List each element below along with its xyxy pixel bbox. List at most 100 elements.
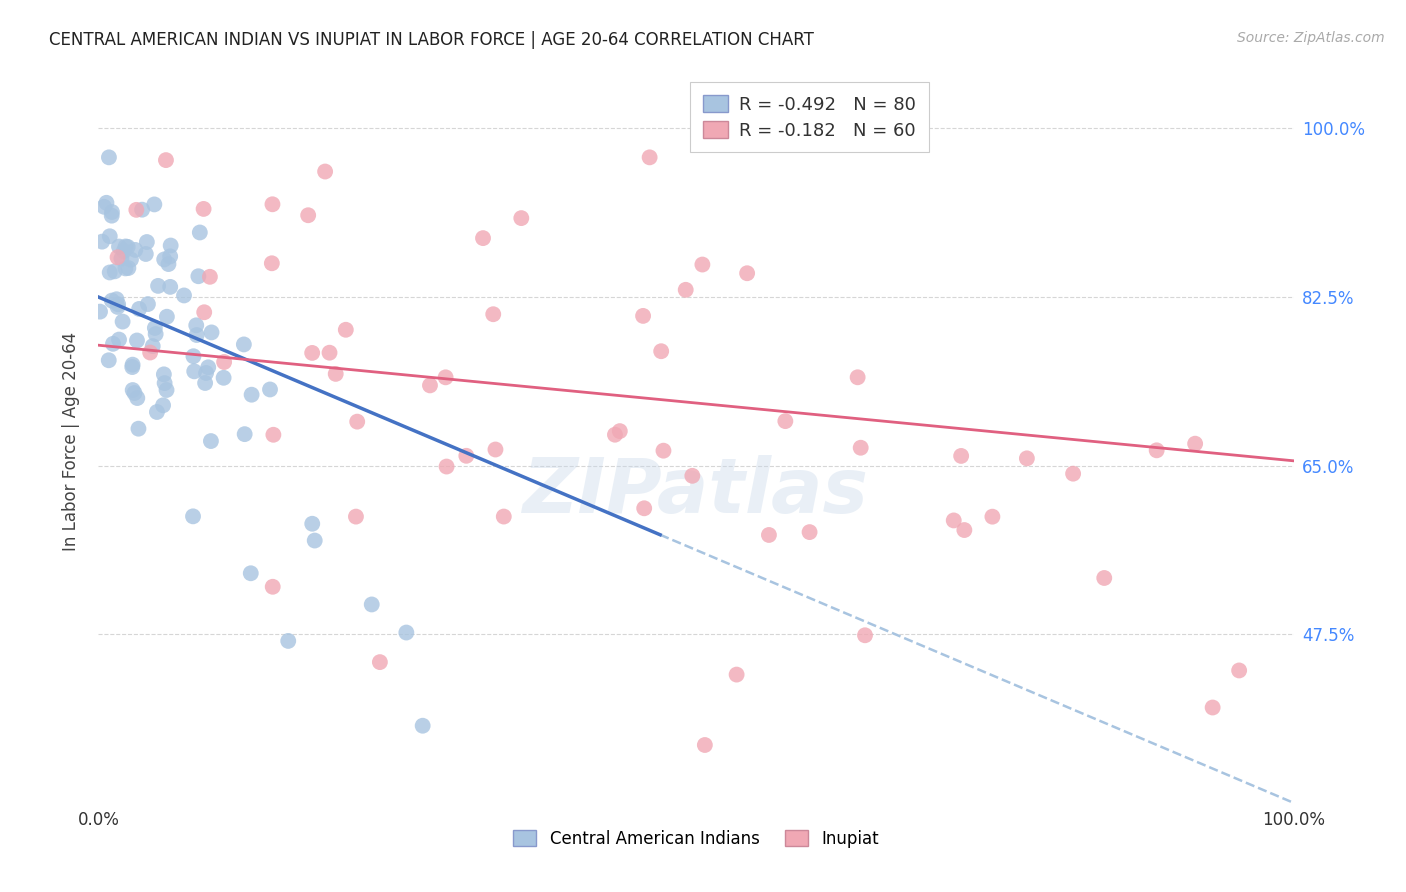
Point	[112, 244, 135, 259]
Point	[187, 269, 209, 284]
Point	[849, 441, 872, 455]
Point	[125, 202, 148, 217]
Text: Source: ZipAtlas.com: Source: ZipAtlas.com	[1237, 31, 1385, 45]
Point	[240, 387, 263, 401]
Point	[233, 427, 256, 442]
Point	[142, 339, 165, 353]
Point	[262, 197, 284, 211]
Point	[638, 150, 661, 164]
Point	[183, 364, 205, 378]
Point	[758, 528, 780, 542]
Point	[159, 249, 181, 263]
Point	[853, 628, 876, 642]
Point	[434, 370, 457, 384]
Point	[105, 292, 128, 306]
Point	[188, 226, 211, 240]
Point	[419, 378, 441, 392]
Point	[1015, 451, 1038, 466]
Point	[124, 243, 146, 257]
Point	[146, 278, 169, 293]
Point	[652, 443, 675, 458]
Point	[212, 355, 235, 369]
Point	[121, 358, 143, 372]
Point	[318, 345, 340, 359]
Text: CENTRAL AMERICAN INDIAN VS INUPIAT IN LABOR FORCE | AGE 20-64 CORRELATION CHART: CENTRAL AMERICAN INDIAN VS INUPIAT IN LA…	[49, 31, 814, 49]
Point	[1146, 443, 1168, 458]
Point	[200, 434, 222, 448]
Point	[335, 323, 357, 337]
Point	[173, 288, 195, 302]
Point	[950, 449, 973, 463]
Point	[107, 300, 129, 314]
Point	[157, 257, 180, 271]
Point	[117, 260, 139, 275]
Point	[482, 307, 505, 321]
Point	[155, 153, 177, 168]
Point	[344, 509, 367, 524]
Point	[183, 349, 205, 363]
Point	[198, 269, 221, 284]
Point	[735, 266, 758, 280]
Point	[195, 366, 218, 380]
Point	[101, 336, 124, 351]
Point	[1201, 700, 1223, 714]
Point	[98, 265, 121, 279]
Point	[107, 250, 129, 264]
Point	[101, 293, 124, 308]
Point	[942, 513, 965, 527]
Point	[360, 598, 382, 612]
Point	[135, 247, 157, 261]
Point	[472, 231, 495, 245]
Point	[186, 328, 208, 343]
Point	[121, 360, 143, 375]
Point	[484, 442, 506, 457]
Point	[107, 297, 129, 311]
Point	[1227, 664, 1250, 678]
Point	[650, 344, 672, 359]
Point	[456, 449, 478, 463]
Text: ZIPatlas: ZIPatlas	[523, 455, 869, 529]
Point	[97, 353, 120, 368]
Point	[239, 566, 262, 581]
Point	[108, 239, 131, 253]
Point	[135, 235, 157, 249]
Point	[143, 321, 166, 335]
Point	[153, 368, 176, 382]
Point	[125, 334, 148, 348]
Point	[953, 523, 976, 537]
Point	[510, 211, 533, 226]
Point	[152, 398, 174, 412]
Point	[260, 256, 283, 270]
Point	[108, 333, 131, 347]
Point	[981, 509, 1004, 524]
Point	[304, 533, 326, 548]
Y-axis label: In Labor Force | Age 20-64: In Labor Force | Age 20-64	[62, 332, 80, 551]
Point	[603, 427, 626, 442]
Point	[609, 424, 631, 438]
Point	[436, 459, 458, 474]
Point	[156, 310, 179, 324]
Point	[212, 371, 235, 385]
Point	[101, 205, 124, 219]
Point	[368, 655, 391, 669]
Point	[262, 427, 284, 442]
Point	[143, 197, 166, 211]
Point	[97, 150, 120, 164]
Point	[153, 252, 176, 267]
Point	[146, 405, 169, 419]
Point	[277, 634, 299, 648]
Point	[98, 229, 121, 244]
Point	[117, 240, 139, 254]
Point	[153, 376, 176, 390]
Point	[91, 235, 114, 249]
Point	[693, 738, 716, 752]
Legend: Central American Indians, Inupiat: Central American Indians, Inupiat	[502, 818, 890, 860]
Point	[193, 305, 215, 319]
Point	[1062, 467, 1084, 481]
Point	[114, 239, 136, 253]
Point	[127, 422, 149, 436]
Point	[89, 304, 111, 318]
Point	[194, 376, 217, 390]
Point	[145, 327, 167, 342]
Point	[159, 238, 181, 252]
